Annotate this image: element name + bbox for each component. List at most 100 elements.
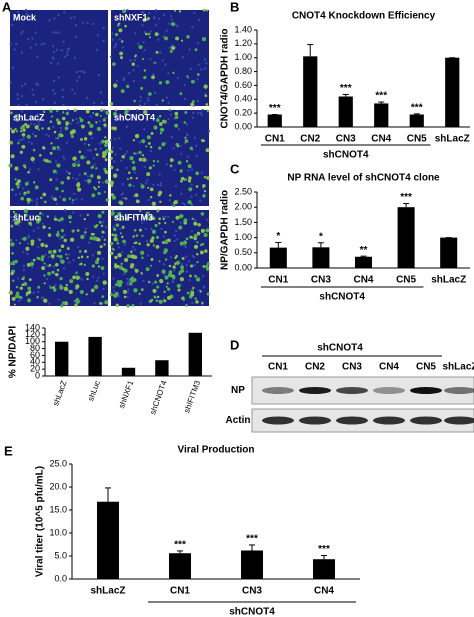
np-signal [158,81,163,85]
np-signal [57,230,60,233]
y-tick-label: 1.00 [234,232,252,242]
nucleus [125,166,128,170]
np-signal [115,303,120,308]
np-signal [205,228,210,233]
nucleus [121,250,124,254]
np-signal [109,165,114,170]
nucleus [52,125,55,129]
nucleus [156,116,160,120]
nucleus [55,48,59,52]
np-signal [158,217,161,220]
np-signal [147,211,150,215]
np-signal [199,250,204,255]
band [444,387,474,394]
x-tick-label: shNXF1 [117,379,136,410]
nucleus [80,278,84,281]
nucleus [112,286,115,289]
lane-label: CN3 [342,362,362,373]
np-signal [123,257,129,263]
nucleus [73,192,76,196]
np-signal [200,212,205,216]
nucleus [15,42,18,46]
nucleus [58,237,62,240]
y-axis-label: % NP/DAPI [8,326,19,378]
np-signal [52,146,57,151]
np-signal [27,298,32,303]
np-signal [56,145,60,149]
np-signal [202,8,206,12]
np-signal [104,143,108,148]
np-signal [158,299,163,304]
nucleus [136,64,140,68]
np-signal [141,139,146,144]
nucleus [100,101,104,105]
np-signal [169,164,173,168]
y-tick-label: 0.50 [234,247,252,257]
np-signal [200,228,205,233]
y-tick-label: 15.0 [49,504,67,514]
np-signal [21,283,24,287]
nucleus [20,51,24,54]
nucleus [120,159,123,163]
nucleus [185,270,189,273]
np-signal [190,203,193,206]
np-signal [151,201,156,206]
image-label: shLuc [13,212,40,222]
nucleus [167,72,170,75]
nucleus [15,239,18,242]
np-signal [54,262,59,267]
nucleus [197,63,200,66]
nucleus [143,128,146,131]
nucleus [179,221,183,224]
np-signal [79,116,82,120]
x-tick-label: CN4 [314,586,334,597]
np-signal [97,185,100,188]
nucleus [66,53,69,57]
np-signal [24,122,28,126]
np-signal [21,144,26,149]
np-signal [110,211,115,216]
np-signal [190,292,195,297]
np-signal [9,239,13,242]
np-signal [119,51,124,56]
chart-title: CNOT4 Knockdown Efficiency [292,11,436,22]
np-signal [87,143,91,147]
np-signal [164,239,168,243]
np-signal [60,133,64,138]
np-signal [133,228,137,232]
np-signal [146,172,151,177]
nucleus [142,41,145,44]
np-signal [153,61,156,64]
nucleus [202,286,205,289]
nucleus [43,42,46,45]
np-signal [63,286,69,291]
bar [241,550,263,579]
nucleus [41,98,45,101]
np-signal [114,33,119,37]
np-signal [83,137,88,141]
band [336,387,368,394]
nucleus [133,267,136,270]
np-signal [147,186,150,189]
np-signal [143,69,146,72]
np-signal [150,131,154,135]
np-signal [94,148,97,151]
np-signal [30,239,35,244]
np-signal [50,142,53,145]
nucleus [111,32,114,35]
np-signal [119,232,122,235]
np-signal [22,124,25,127]
nucleus [142,279,145,283]
bar [312,247,330,268]
np-signal [51,270,55,274]
np-signal [58,219,61,222]
nucleus [59,126,62,130]
nucleus [100,235,104,239]
band [410,416,442,425]
nucleus [151,282,154,285]
np-signal [41,266,46,271]
np-signal [179,214,184,218]
nucleus [167,215,170,219]
np-signal [131,166,137,171]
